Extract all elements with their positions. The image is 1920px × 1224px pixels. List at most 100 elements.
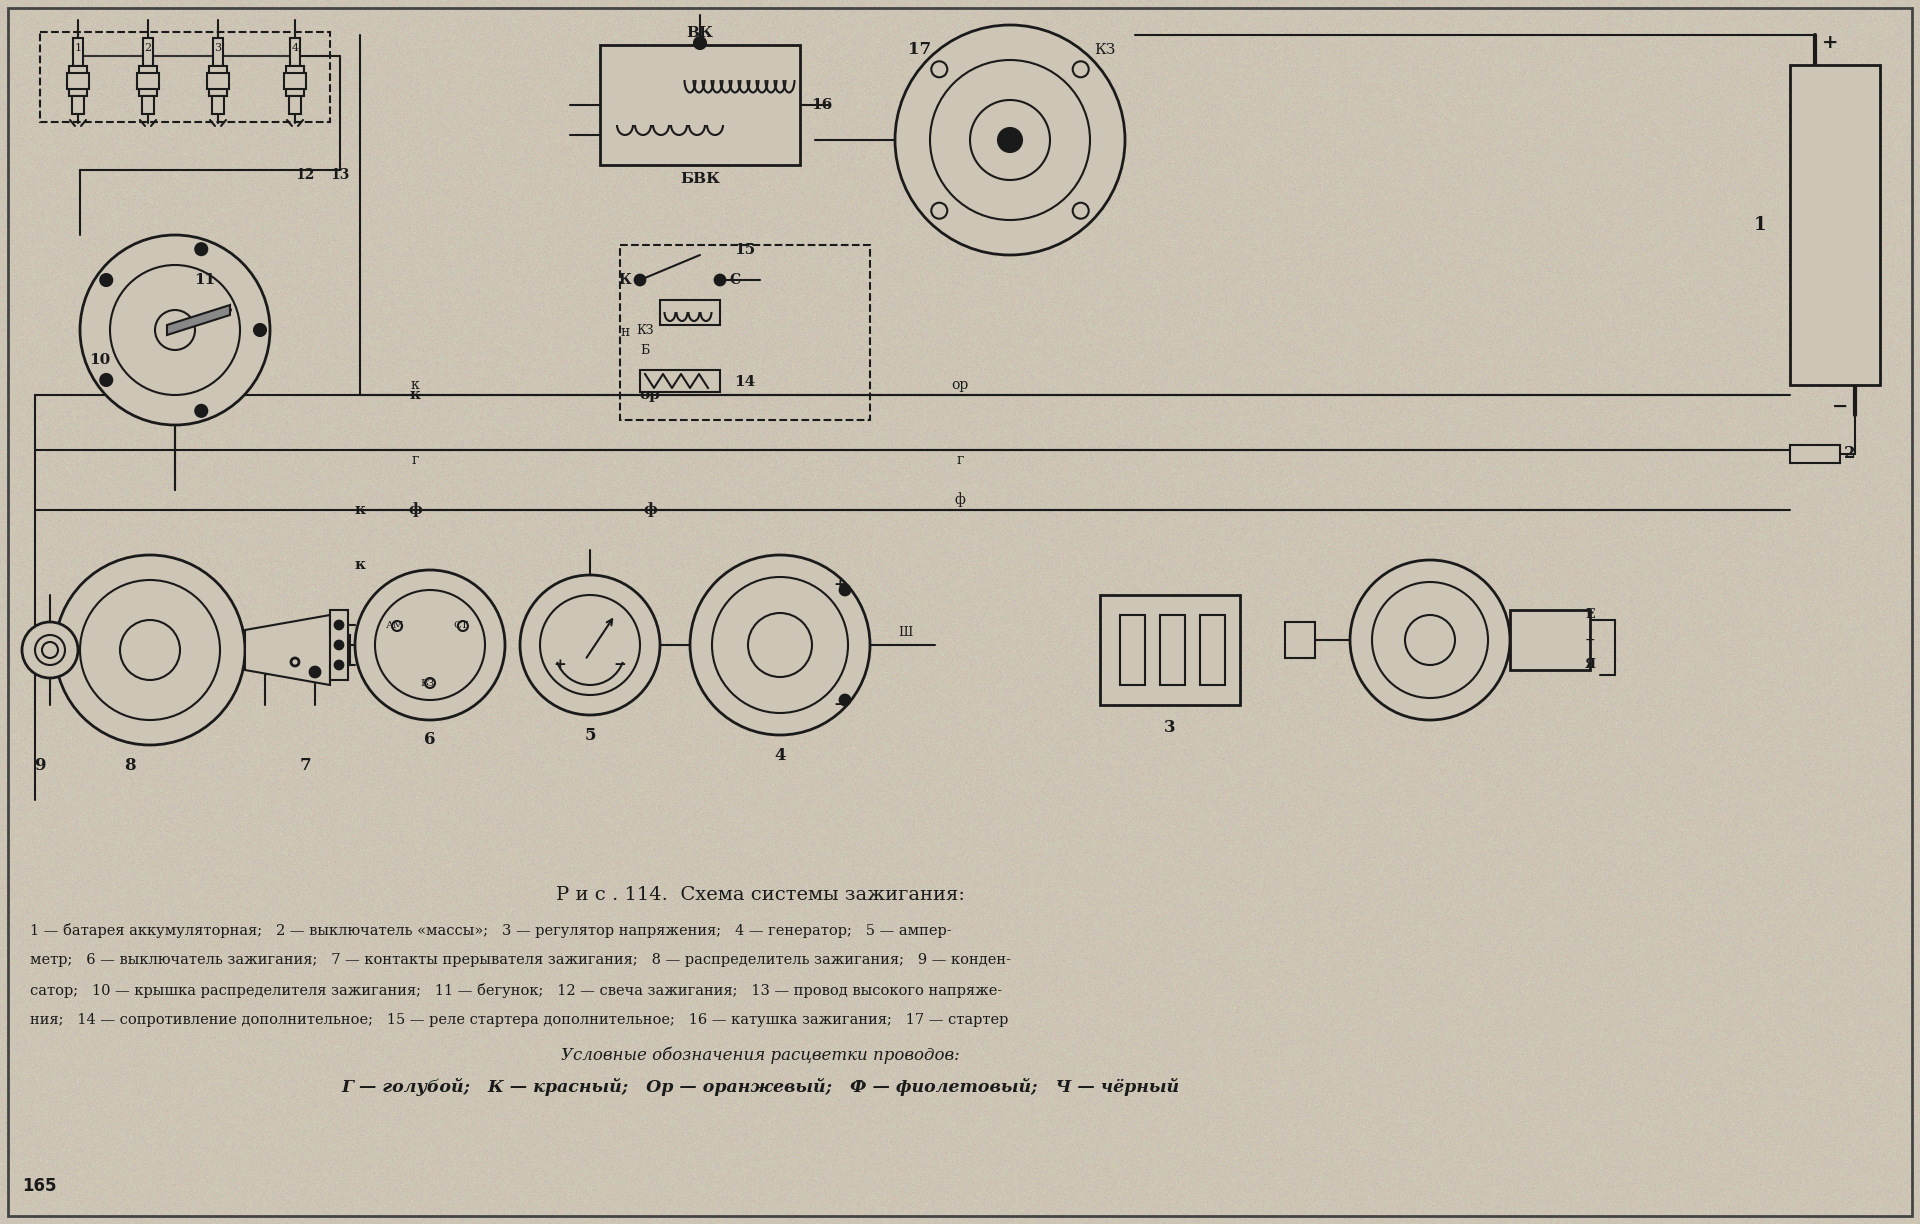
Circle shape — [81, 580, 221, 720]
Text: 10: 10 — [90, 353, 111, 367]
Bar — [639, 370, 720, 392]
Text: 2: 2 — [1845, 446, 1857, 463]
Bar — [1284, 622, 1315, 659]
Text: г: г — [411, 453, 419, 468]
Text: −: − — [833, 698, 847, 712]
Circle shape — [636, 275, 645, 285]
Text: к: к — [355, 558, 365, 572]
Text: +: + — [833, 578, 847, 592]
Text: к: к — [355, 503, 365, 517]
Text: С: С — [730, 273, 741, 286]
Circle shape — [100, 274, 111, 286]
Circle shape — [374, 590, 486, 700]
Bar — [213, 38, 223, 66]
Bar — [142, 95, 154, 114]
Text: 16: 16 — [812, 98, 833, 113]
Circle shape — [998, 129, 1021, 152]
Bar — [1100, 595, 1240, 705]
Text: К: К — [618, 273, 632, 286]
Circle shape — [81, 235, 271, 425]
Polygon shape — [167, 305, 230, 335]
Circle shape — [100, 375, 111, 386]
Text: 1: 1 — [1753, 215, 1766, 234]
Text: Условные обозначения расцветки проводов:: Условные обозначения расцветки проводов: — [561, 1047, 960, 1064]
Text: ф: ф — [643, 503, 657, 518]
Circle shape — [392, 621, 401, 632]
Bar — [209, 66, 227, 95]
Text: Я: Я — [1584, 659, 1596, 672]
Text: 17: 17 — [908, 42, 931, 59]
Text: СТ: СТ — [453, 622, 468, 630]
Text: ния;   14 — сопротивление дополнительное;   15 — реле стартера дополнительное;  : ния; 14 — сопротивление дополнительное; … — [31, 1013, 1008, 1027]
Bar — [290, 38, 300, 66]
Text: 5: 5 — [584, 727, 595, 743]
Text: н: н — [620, 326, 630, 339]
Circle shape — [689, 554, 870, 734]
Bar — [73, 38, 83, 66]
Text: 1: 1 — [75, 43, 81, 53]
Text: Р и с . 114.  Схема системы зажигания:: Р и с . 114. Схема системы зажигания: — [555, 886, 964, 905]
Bar — [136, 73, 159, 89]
Bar — [211, 95, 225, 114]
Circle shape — [334, 661, 344, 670]
Text: 11: 11 — [194, 273, 215, 286]
Circle shape — [56, 554, 246, 745]
Bar — [1200, 614, 1225, 685]
Text: сатор;   10 — крышка распределителя зажигания;   11 — бегунок;   12 — свеча зажи: сатор; 10 — крышка распределителя зажига… — [31, 983, 1002, 998]
Text: Ш: Ш — [899, 627, 912, 639]
Text: ор: ор — [639, 388, 660, 401]
Bar — [1789, 446, 1839, 463]
Circle shape — [895, 24, 1125, 255]
Text: Г — голубой;   К — красный;   Ор — оранжевый;   Ф — фиолетовый;   Ч — чёрный: Г — голубой; К — красный; Ор — оранжевый… — [342, 1078, 1179, 1095]
Circle shape — [42, 643, 58, 659]
Text: 12: 12 — [296, 168, 315, 182]
Text: 3: 3 — [1164, 718, 1175, 736]
Circle shape — [1373, 581, 1488, 698]
Text: г: г — [956, 453, 964, 468]
Text: 4: 4 — [774, 747, 785, 764]
Text: ор: ор — [952, 378, 968, 392]
Circle shape — [714, 275, 726, 285]
Text: ф: ф — [954, 492, 966, 508]
Bar — [330, 610, 348, 681]
Text: 14: 14 — [733, 375, 756, 389]
Circle shape — [334, 621, 344, 629]
Circle shape — [929, 60, 1091, 220]
Text: ВК: ВК — [687, 26, 714, 40]
Text: метр;   6 — выключатель зажигания;   7 — контакты прерывателя зажигания;   8 — р: метр; 6 — выключатель зажигания; 7 — кон… — [31, 953, 1012, 967]
Bar — [284, 73, 305, 89]
Circle shape — [540, 595, 639, 695]
Circle shape — [693, 37, 707, 49]
Circle shape — [841, 695, 851, 705]
Text: 15: 15 — [735, 244, 756, 257]
Circle shape — [457, 621, 468, 632]
Circle shape — [156, 310, 196, 350]
Circle shape — [1073, 61, 1089, 77]
Bar — [286, 66, 303, 95]
Text: к: к — [411, 378, 419, 392]
Circle shape — [292, 659, 300, 666]
Text: 165: 165 — [21, 1177, 56, 1195]
Bar — [290, 95, 301, 114]
Text: 13: 13 — [330, 168, 349, 182]
Text: АМ: АМ — [386, 622, 405, 630]
Text: 3: 3 — [215, 43, 221, 53]
Circle shape — [196, 405, 207, 417]
Circle shape — [1073, 203, 1089, 219]
Bar — [142, 38, 154, 66]
Bar — [660, 300, 720, 326]
Bar — [620, 245, 870, 420]
Circle shape — [253, 324, 267, 337]
Bar — [40, 32, 330, 122]
Text: +: + — [1584, 634, 1596, 646]
Circle shape — [931, 203, 947, 219]
Bar — [67, 73, 88, 89]
Text: 8: 8 — [125, 756, 136, 774]
Text: 9: 9 — [35, 756, 46, 774]
Circle shape — [931, 61, 947, 77]
Circle shape — [119, 621, 180, 681]
Bar — [40, 635, 60, 665]
Circle shape — [841, 585, 851, 595]
Text: −: − — [1832, 398, 1849, 416]
Circle shape — [970, 100, 1050, 180]
